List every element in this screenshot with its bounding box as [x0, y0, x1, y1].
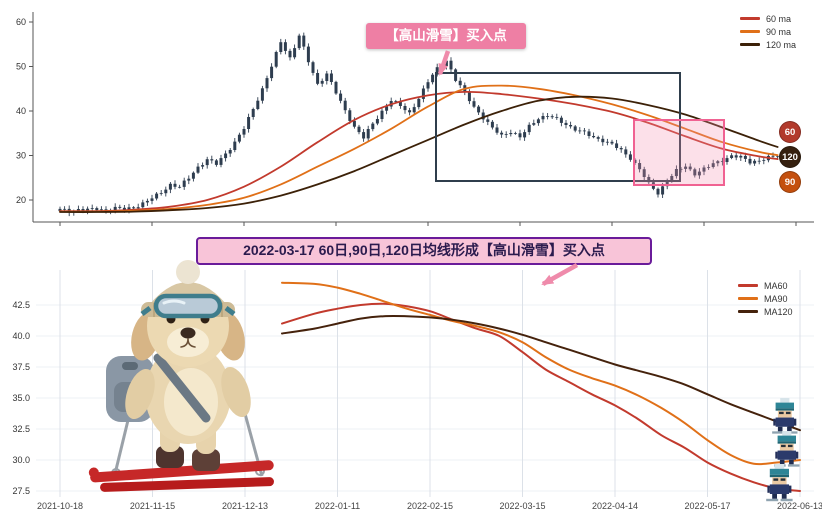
top-y-tick-label: 20 [16, 195, 26, 205]
bottom-x-tick-label: 2021-12-13 [222, 501, 268, 511]
bottom-x-tick-label: 2022-04-14 [592, 501, 638, 511]
callout-arrow [437, 50, 451, 76]
goggles-glare [162, 299, 186, 305]
ma-badge-90: 90 [779, 171, 801, 193]
beanie [145, 282, 231, 310]
dog-eye-left [166, 314, 176, 324]
bottom-y-tick-label: 42.5 [12, 300, 30, 310]
signal-banner-text: 2022-03-17 60日,90日,120日均线形成【高山滑雪】买入点 [243, 242, 605, 258]
ski-dog-illustration [88, 260, 274, 492]
dog-ear-right [215, 311, 245, 361]
beanie-band [141, 302, 235, 317]
bottom-y-tick-label: 30.0 [12, 455, 30, 465]
line-swatch-ma60 [738, 284, 758, 287]
ma-badge-90-label: 90 [784, 176, 796, 188]
dog-leg-right [196, 422, 216, 454]
dog-ear-left [131, 311, 161, 361]
dog-body [145, 344, 231, 444]
ma-badge-120-label: 120 [782, 151, 798, 163]
bottom-x-tick-label: 2021-10-18 [37, 501, 83, 511]
bottom-x-tick-label: 2022-03-15 [499, 501, 545, 511]
legend-label-120ma: 120 ma [766, 39, 797, 50]
signal-banner: 2022-03-17 60日,90日,120日均线形成【高山滑雪】买入点 [196, 237, 652, 265]
bottom-x-tick-label: 2022-05-17 [684, 501, 730, 511]
bottom-chart-grid: 42.5 40.0 37.5 35.0 32.5 30.0 27.5 2021-10-18 20… [12, 270, 822, 511]
beanie-ribbing [153, 301, 223, 317]
bottom-x-tick-label: 2022-02-15 [407, 501, 453, 511]
legend-item-ma90: MA90 [738, 293, 793, 304]
top-chart-legend: 60 ma 90 ma 120 ma [740, 13, 796, 50]
bottom-x-tick-label: 2022-01-11 [315, 501, 360, 511]
pole-basket-right [255, 466, 265, 476]
top-y-tick-label: 40 [16, 106, 26, 116]
backpack-pocket [114, 382, 146, 412]
dog-head [147, 285, 229, 367]
dog-eye-right [200, 314, 210, 324]
top-y-tick-label: 50 [16, 62, 26, 72]
legend-item-ma120: MA120 [738, 306, 793, 317]
ma-badge-120: 120 [779, 146, 801, 168]
ski-goggles [153, 293, 223, 319]
legend-label-60ma: 60 ma [766, 13, 792, 24]
ski-pole-right [242, 409, 264, 477]
boot-right [192, 449, 220, 471]
ma-badge-60: 60 [779, 121, 801, 143]
line-swatch-ma90 [738, 297, 758, 300]
top-y-tick-label: 60 [16, 17, 26, 27]
backpack [106, 356, 154, 422]
line-swatch-90ma [740, 30, 760, 33]
banner-arrow [541, 263, 579, 286]
bottom-y-tick-label: 35.0 [12, 393, 30, 403]
legend-item-60ma: 60 ma [740, 13, 796, 24]
line-swatch-ma120 [738, 310, 758, 313]
dog-mouth [180, 338, 196, 348]
bottom-x-tick-label: 2022-06-13 [777, 501, 822, 511]
bottom-x-tick-label: 2021-11-15 [130, 501, 175, 511]
legend-label-90ma: 90 ma [766, 26, 792, 37]
dog-belly [164, 368, 218, 436]
bottom-ma-line-MA90 [281, 281, 801, 466]
ma-badge-60-label: 60 [784, 126, 796, 138]
bottom-y-tick-label: 37.5 [12, 362, 30, 372]
bottom-y-tick-label: 32.5 [12, 424, 30, 434]
dog-arm-right [221, 366, 251, 418]
buy-point-callout: 【高山滑雪】买入点 [366, 23, 526, 49]
boot-left [156, 446, 184, 468]
buy-point-callout-text: 【高山滑雪】买入点 [385, 28, 507, 43]
backpack-strap [153, 353, 211, 423]
bottom-chart-legend: MA60 MA90 MA120 [738, 280, 793, 317]
legend-item-ma60: MA60 [738, 280, 793, 291]
ski-top [88, 460, 274, 483]
highlight-box-pink [633, 119, 725, 186]
legend-label-ma60: MA60 [764, 280, 788, 291]
ski-pole-left [112, 411, 132, 479]
bottom-y-tick-label: 27.5 [12, 486, 30, 496]
bottom-y-tick-label: 40.0 [12, 331, 30, 341]
dog-arm-left [125, 368, 155, 420]
dog-leg-left [160, 420, 180, 452]
dog-nose [180, 327, 196, 339]
top-y-tick-label: 30 [16, 151, 26, 161]
pixel-skier-sprite [766, 464, 793, 502]
pole-basket-left [111, 468, 121, 478]
line-swatch-60ma [740, 17, 760, 20]
ski-bottom [100, 477, 274, 492]
bottom-ma-line-MA60 [281, 302, 801, 492]
bottom-ma-line-MA120 [281, 314, 801, 432]
highlight-box-dark [435, 72, 681, 182]
backpack-buckle [122, 362, 138, 370]
legend-item-120ma: 120 ma [740, 39, 796, 50]
goggles-strap [140, 306, 236, 316]
legend-label-ma90: MA90 [764, 293, 788, 304]
legend-label-ma120: MA120 [764, 306, 793, 317]
dog-muzzle [167, 327, 209, 357]
pixel-skier-sprite [774, 431, 800, 467]
legend-item-90ma: 90 ma [740, 26, 796, 37]
line-swatch-120ma [740, 43, 760, 46]
pixel-skier-sprite [772, 398, 798, 434]
